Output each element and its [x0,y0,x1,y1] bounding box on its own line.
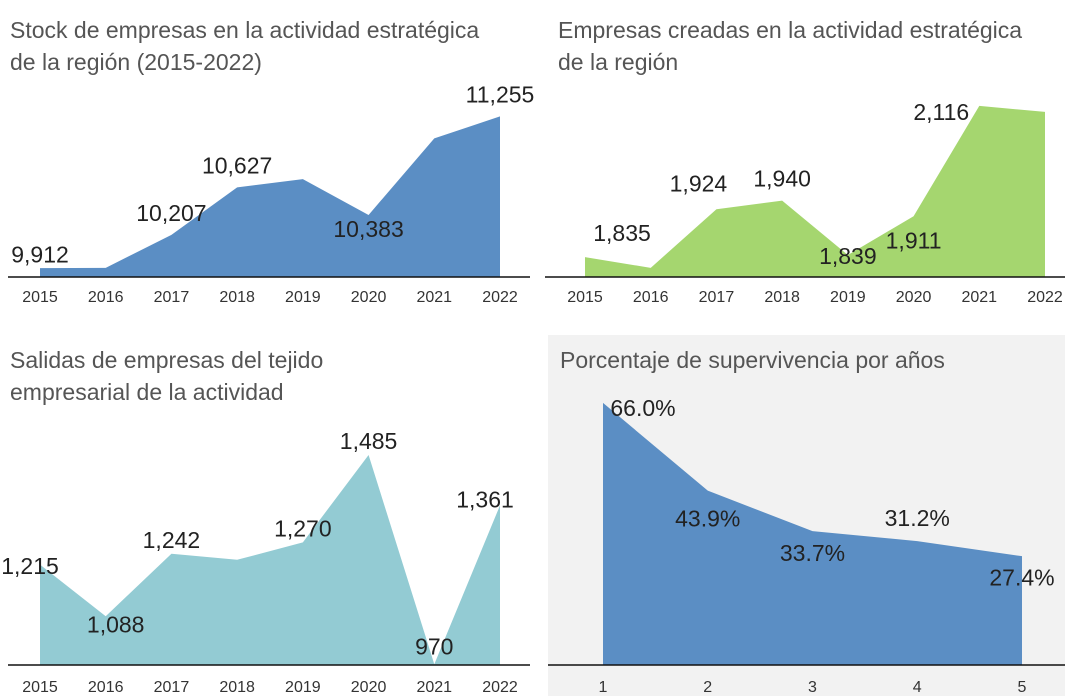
data-label: 10,383 [333,216,403,242]
x-tick-label: 1 [599,679,608,696]
chart-title: Stock de empresas en la actividad estrat… [10,17,480,75]
x-tick-label: 2020 [896,289,932,306]
x-tick-label: 2021 [961,289,997,306]
data-label: 1,485 [340,428,398,454]
x-tick-label: 2016 [633,289,669,306]
x-tick-label: 2022 [482,679,518,696]
data-label: 1,270 [274,515,332,541]
x-tick-label: 2017 [154,679,190,696]
x-tick-label: 3 [808,679,817,696]
data-label: 1,242 [143,527,201,553]
x-tick-label: 2021 [416,289,452,306]
data-label: 10,207 [136,200,206,226]
area [40,116,500,277]
data-label: 1,835 [593,220,651,246]
data-label: 1,839 [819,243,877,269]
chart-title: Porcentaje de supervivencia por años [560,347,945,373]
data-label: 31.2% [885,505,950,531]
chart-title: Salidas de empresas del tejido empresari… [10,347,324,405]
data-label: 1,924 [670,170,728,196]
x-tick-label: 2019 [285,289,321,306]
x-tick-label: 2019 [285,679,321,696]
data-label: 1,940 [753,166,811,192]
x-tick-label: 2020 [351,289,387,306]
x-tick-label: 2018 [219,679,255,696]
data-label: 1,215 [1,553,59,579]
data-label: 9,912 [11,241,69,267]
x-tick-label: 2015 [22,679,58,696]
x-tick-label: 2016 [88,679,124,696]
data-label: 2,116 [913,99,969,125]
x-tick-label: 2021 [416,679,452,696]
data-label: 11,255 [466,81,535,107]
x-tick-label: 2015 [22,289,58,306]
data-label: 33.7% [780,540,845,566]
x-tick-label: 2017 [154,289,190,306]
area [40,455,500,665]
x-tick-label: 2019 [830,289,866,306]
data-label: 10,627 [202,152,272,178]
data-label: 1,088 [87,611,145,637]
x-tick-label: 2020 [351,679,387,696]
x-tick-label: 2017 [699,289,735,306]
area [603,402,1022,665]
data-label: 1,911 [886,227,942,253]
x-tick-label: 5 [1018,679,1027,696]
x-tick-label: 2018 [219,289,255,306]
chart-title: Empresas creadas en la actividad estraté… [558,17,1023,75]
x-tick-label: 2015 [567,289,603,306]
x-tick-label: 2022 [1027,289,1063,306]
x-tick-label: 2018 [764,289,800,306]
x-tick-label: 2 [703,679,712,696]
x-tick-label: 2022 [482,289,518,306]
data-label: 970 [415,633,453,659]
area [585,105,1045,277]
data-label: 43.9% [675,506,740,532]
x-tick-label: 4 [913,679,922,696]
x-tick-label: 2016 [88,289,124,306]
data-label: 66.0% [610,395,675,421]
data-label: 1,361 [456,486,514,512]
data-label: 27.4% [989,564,1054,590]
